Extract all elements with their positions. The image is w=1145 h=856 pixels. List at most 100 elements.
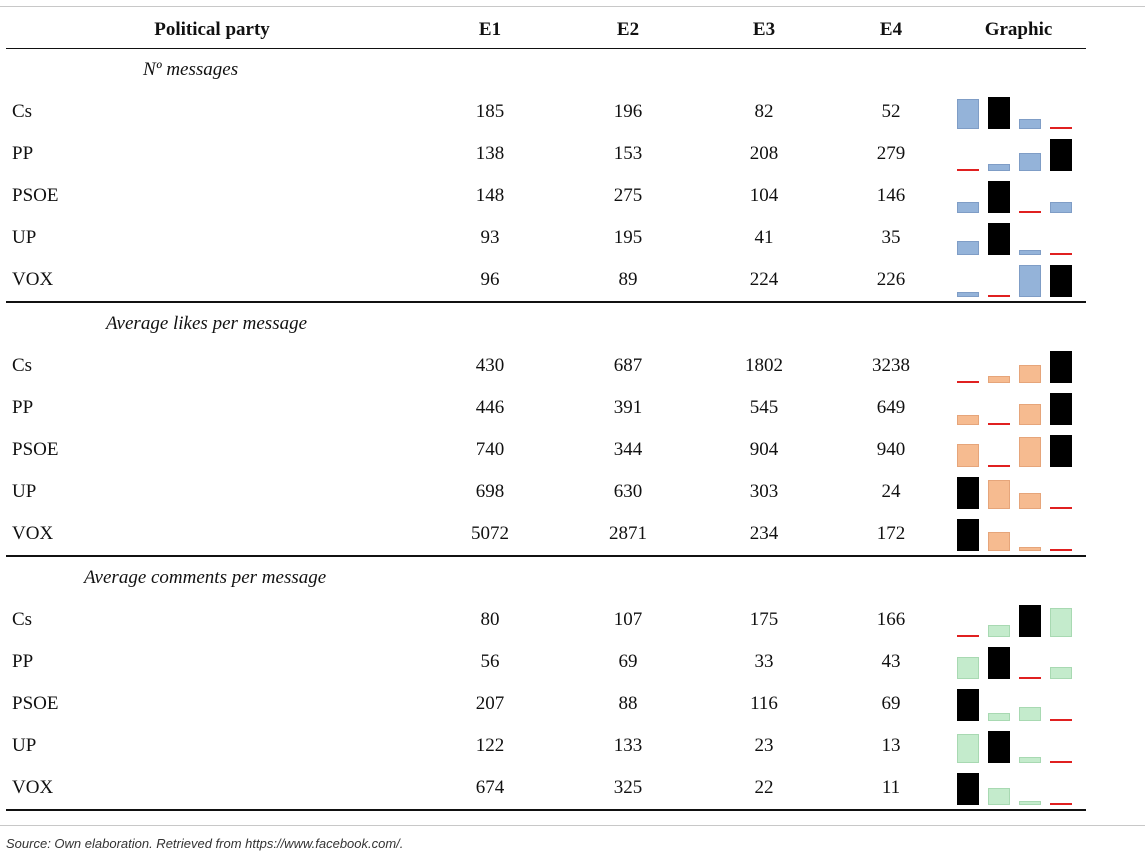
sparkline-bar xyxy=(1050,608,1072,637)
party-name: Cs xyxy=(12,101,33,122)
party-name: PP xyxy=(12,143,34,164)
sparkline-bar xyxy=(1019,437,1041,467)
value-e1: 185 xyxy=(475,101,505,122)
sparkline-bar xyxy=(1050,507,1072,509)
value-e1: 207 xyxy=(475,693,505,714)
section-heading-row: Average comments per message xyxy=(6,557,1086,599)
sparkline-bar xyxy=(988,423,1010,425)
value-e1: 740 xyxy=(475,439,505,460)
value-e3: 22 xyxy=(754,777,774,798)
sparkline-graphic xyxy=(957,641,1087,683)
sparkline-graphic xyxy=(957,471,1087,513)
sparkline-bar xyxy=(988,647,1010,679)
party-name: UP xyxy=(12,227,37,248)
value-e2: 344 xyxy=(613,439,643,460)
party-name: PSOE xyxy=(12,185,59,206)
sparkline-bar xyxy=(957,657,979,679)
sparkline-bar xyxy=(1050,265,1072,297)
sparkline-bar xyxy=(1019,365,1041,383)
sparkline-graphic xyxy=(957,259,1087,301)
value-e1: 80 xyxy=(480,609,500,630)
sparkline-bar xyxy=(988,376,1010,383)
header-political-party: Political party xyxy=(154,19,270,40)
sparkline-bar xyxy=(1050,435,1072,467)
value-e2: 69 xyxy=(618,651,638,672)
sparkline-bar xyxy=(988,295,1010,297)
sparkline-bar xyxy=(988,97,1010,129)
value-e3: 116 xyxy=(750,693,778,714)
value-e1: 148 xyxy=(475,185,505,206)
sparkline-bar xyxy=(1050,667,1072,679)
party-name: VOX xyxy=(12,523,54,544)
value-e2: 88 xyxy=(618,693,638,714)
sparkline-graphic xyxy=(957,175,1087,217)
sparkline-bar xyxy=(1019,801,1041,805)
value-e2: 133 xyxy=(613,735,643,756)
value-e2: 2871 xyxy=(609,523,647,544)
sparkline-bar xyxy=(988,223,1010,255)
sparkline-bar xyxy=(1050,139,1072,171)
sparkline-graphic xyxy=(957,683,1087,725)
value-e3: 175 xyxy=(749,609,779,630)
sparkline-bar xyxy=(957,635,979,637)
sparkline-bar xyxy=(1019,493,1041,509)
section-rule xyxy=(6,301,1086,303)
sparkline-bar xyxy=(957,444,979,467)
sparkline-bar xyxy=(1050,549,1072,551)
party-name: UP xyxy=(12,481,37,502)
value-e2: 195 xyxy=(613,227,643,248)
sparkline-bar xyxy=(957,773,979,805)
value-e2: 107 xyxy=(613,609,643,630)
section-title: Average likes per message xyxy=(106,313,308,334)
sparkline-graphic xyxy=(957,429,1087,471)
table-row-cs: Cs 430 687 1802 3238 xyxy=(6,345,1086,387)
table-row-pp: PP 56 69 33 43 xyxy=(6,641,1086,683)
value-e4: 24 xyxy=(881,481,901,502)
value-e1: 446 xyxy=(475,397,505,418)
sparkline-bar xyxy=(1050,393,1072,425)
sparkline-bar xyxy=(1050,761,1072,763)
sparkline-bar xyxy=(988,480,1010,509)
value-e2: 89 xyxy=(618,269,638,290)
section-rule xyxy=(6,809,1086,811)
value-e3: 23 xyxy=(754,735,774,756)
value-e4: 146 xyxy=(876,185,906,206)
table-row-cs: Cs 185 196 82 52 xyxy=(6,91,1086,133)
top-page-rule xyxy=(0,6,1145,7)
section-title: Nº messages xyxy=(143,59,239,80)
header-rule xyxy=(6,48,1086,49)
party-name: PP xyxy=(12,651,34,672)
sparkline-bar xyxy=(1019,757,1041,763)
section-rule xyxy=(6,555,1086,557)
sparkline-graphic xyxy=(957,725,1087,767)
value-e1: 430 xyxy=(475,355,505,376)
sparkline-bar xyxy=(1050,127,1072,129)
sparkline-bar xyxy=(988,164,1010,171)
table-row-psoe: PSOE 148 275 104 146 xyxy=(6,175,1086,217)
value-e2: 391 xyxy=(613,397,643,418)
sparkline-bar xyxy=(1019,250,1041,255)
sparkline-bar xyxy=(957,734,979,763)
table-row-psoe: PSOE 207 88 116 69 xyxy=(6,683,1086,725)
value-e4: 52 xyxy=(881,101,901,122)
value-e1: 93 xyxy=(480,227,500,248)
sparkline-bar xyxy=(988,465,1010,467)
sparkline-bar xyxy=(1050,253,1072,255)
sparkline-bar xyxy=(957,415,979,425)
section-heading-row: Average likes per message xyxy=(6,303,1086,345)
party-name: UP xyxy=(12,735,37,756)
sparkline-bar xyxy=(957,689,979,721)
value-e1: 5072 xyxy=(471,523,509,544)
value-e2: 275 xyxy=(613,185,643,206)
party-name: PP xyxy=(12,397,34,418)
party-name: PSOE xyxy=(12,439,59,460)
sparkline-bar xyxy=(1050,719,1072,721)
party-name: PSOE xyxy=(12,693,59,714)
value-e2: 153 xyxy=(613,143,643,164)
sparkline-bar xyxy=(988,713,1010,721)
table-row-up: UP 698 630 303 24 xyxy=(6,471,1086,513)
header-e4: E4 xyxy=(879,19,903,40)
source-note: Source: Own elaboration. Retrieved from … xyxy=(6,836,404,851)
sparkline-bar xyxy=(1019,605,1041,637)
sparkline-graphic xyxy=(957,387,1087,429)
